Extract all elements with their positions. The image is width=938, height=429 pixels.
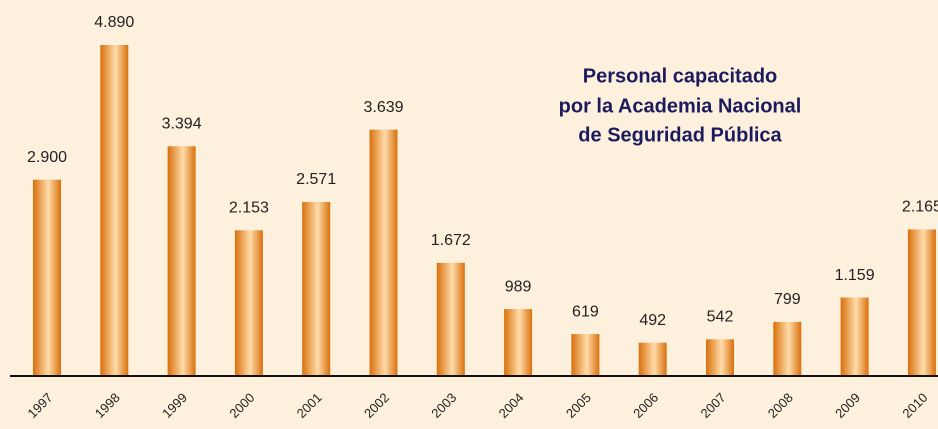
bar bbox=[638, 342, 667, 376]
bar bbox=[100, 45, 129, 376]
data-label: 1.672 bbox=[431, 232, 471, 249]
bar bbox=[369, 129, 398, 376]
data-label: 2.153 bbox=[229, 199, 269, 216]
data-label: 4.890 bbox=[94, 14, 134, 31]
chart-title: Personal capacitado bbox=[583, 65, 778, 87]
data-label: 1.159 bbox=[835, 267, 875, 284]
data-label: 3.394 bbox=[162, 115, 202, 132]
bar bbox=[436, 262, 465, 376]
chart-title: por la Academia Nacional bbox=[559, 95, 802, 117]
bar bbox=[234, 230, 263, 376]
data-label: 3.639 bbox=[363, 99, 403, 116]
data-label: 542 bbox=[707, 309, 734, 326]
bar bbox=[302, 201, 331, 376]
bar bbox=[907, 229, 936, 376]
data-label: 799 bbox=[774, 291, 801, 308]
bar bbox=[706, 339, 734, 376]
bar bbox=[773, 321, 802, 376]
bar bbox=[840, 297, 869, 376]
chart-title: de Seguridad Pública bbox=[578, 124, 782, 146]
bar bbox=[504, 309, 533, 376]
bar bbox=[167, 146, 196, 376]
data-label: 619 bbox=[572, 303, 599, 320]
data-label: 2.571 bbox=[296, 171, 336, 188]
bar bbox=[33, 179, 61, 376]
data-label: 492 bbox=[639, 312, 666, 329]
data-label: 2.900 bbox=[27, 149, 67, 166]
data-label: 989 bbox=[505, 278, 532, 295]
bar bbox=[571, 334, 600, 376]
data-label: 2.165 bbox=[902, 199, 938, 216]
